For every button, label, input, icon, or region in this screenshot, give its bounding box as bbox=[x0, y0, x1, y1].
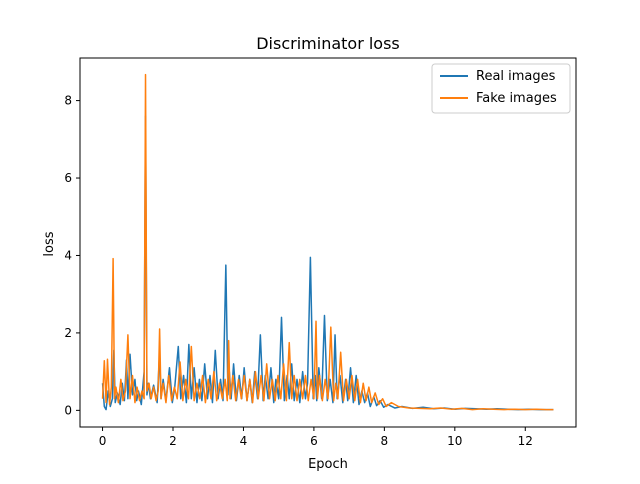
plot-background bbox=[80, 58, 576, 427]
x-tick-label: 8 bbox=[381, 434, 389, 448]
legend-label-real-images: Real images bbox=[476, 69, 556, 84]
y-axis-label: loss bbox=[42, 231, 57, 256]
y-tick-label: 2 bbox=[64, 326, 72, 340]
legend: Real images Fake images bbox=[431, 63, 571, 114]
x-axis-label: Epoch bbox=[308, 457, 348, 472]
y-tick-label: 6 bbox=[64, 171, 72, 185]
series-line-fake-images bbox=[101, 73, 554, 411]
y-tick-label: 0 bbox=[64, 403, 72, 417]
y-tick-label: 4 bbox=[64, 248, 72, 262]
x-tick-label: 6 bbox=[310, 434, 318, 448]
axes-frame bbox=[79, 57, 577, 428]
x-tick-label: 12 bbox=[518, 434, 533, 448]
axes-layer: 0 2 4 6 8 10 12 0 2 4 6 8 bbox=[64, 57, 577, 448]
x-tick-label: 2 bbox=[169, 434, 177, 448]
x-tick-label: 0 bbox=[99, 434, 107, 448]
x-tick-label: 4 bbox=[240, 434, 248, 448]
x-tick-label: 10 bbox=[447, 434, 462, 448]
plot-area bbox=[80, 58, 576, 427]
y-tick-label: 8 bbox=[64, 94, 72, 108]
legend-label-fake-images: Fake images bbox=[476, 91, 557, 106]
chart-title: Discriminator loss bbox=[256, 34, 400, 53]
series-layer bbox=[101, 73, 554, 411]
